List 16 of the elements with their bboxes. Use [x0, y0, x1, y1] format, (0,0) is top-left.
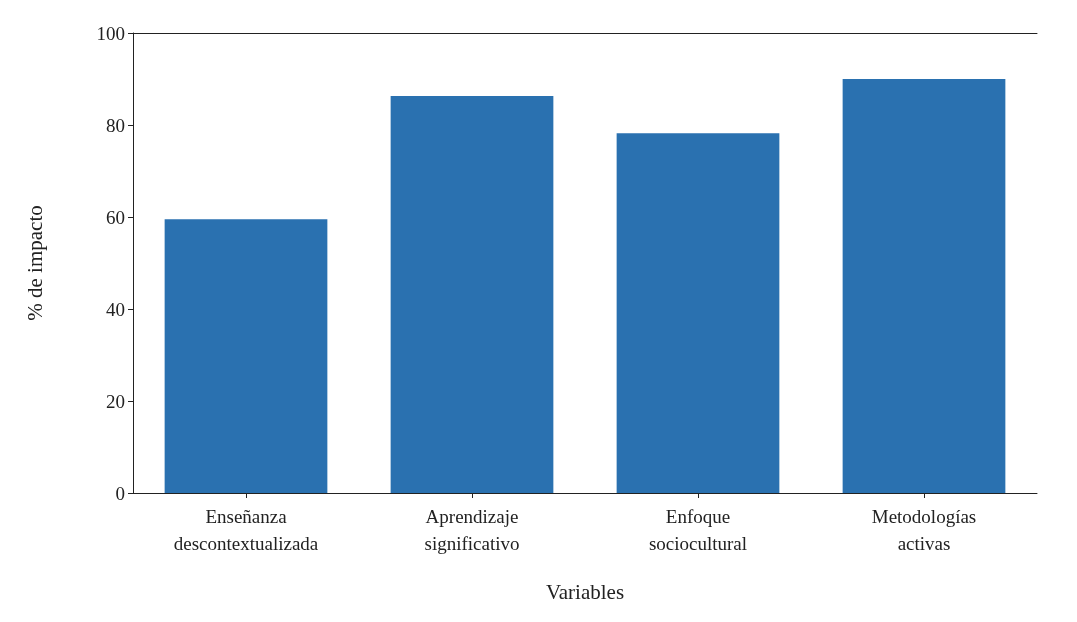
x-tick-label: Aprendizaje significativo [424, 506, 520, 554]
bar [390, 96, 554, 493]
y-tick-label: 80 [106, 114, 125, 136]
y-tick-label: 20 [106, 390, 125, 412]
x-tick-label: Enfoque sociocultural [648, 506, 748, 554]
y-tick-label: 60 [106, 206, 125, 228]
x-tick-label: Metodologías activas [871, 506, 977, 554]
y-tick-label: 100 [96, 22, 125, 44]
y-tick-label: 40 [106, 298, 125, 320]
y-axis-title: % de impacto [22, 205, 47, 321]
y-tick-label: 0 [115, 482, 125, 504]
x-tick-label: Enseñanza descontextualizada [173, 506, 319, 554]
bar [616, 133, 780, 493]
x-axis-title: Variables [545, 579, 625, 604]
bar [842, 79, 1006, 493]
bar [164, 219, 328, 493]
